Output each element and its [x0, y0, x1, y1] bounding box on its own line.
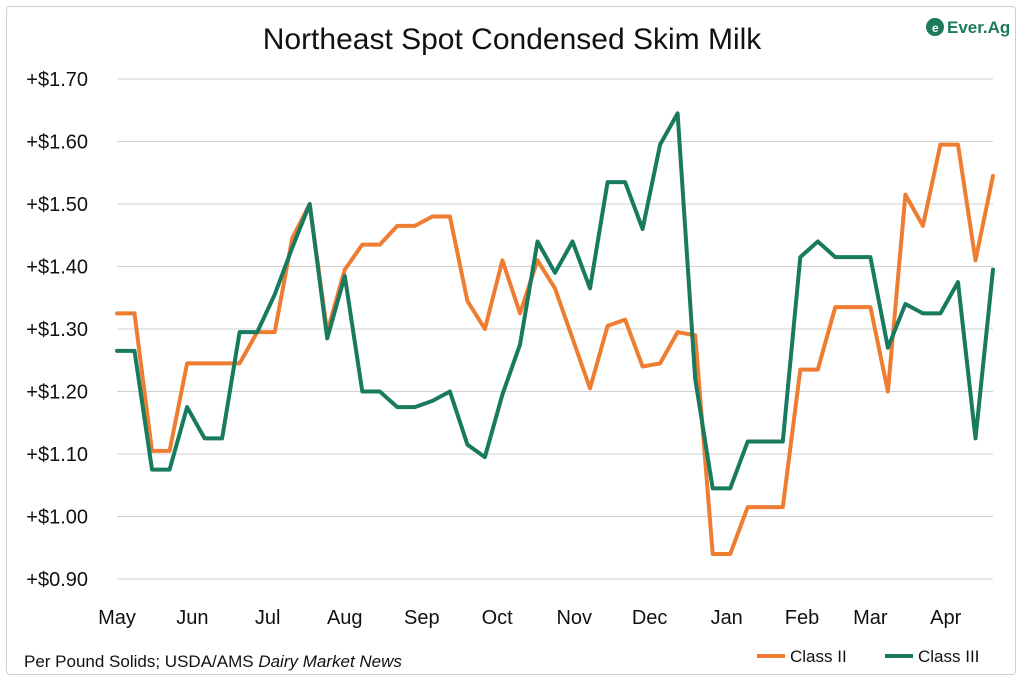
- x-tick-label: Nov: [556, 607, 592, 629]
- y-tick-label: +$1.50: [26, 194, 88, 216]
- x-tick-label: Jun: [176, 607, 208, 629]
- footnote: Per Pound Solids; USDA/AMS Dairy Market …: [24, 652, 402, 671]
- chart-title: Northeast Spot Condensed Skim Milk: [263, 23, 763, 56]
- y-tick-label: +$1.40: [26, 257, 88, 279]
- chart-frame: [6, 6, 1016, 675]
- x-tick-label: Dec: [632, 607, 668, 629]
- x-axis-ticks: May Jun Jul Aug Sep Oct Nov Dec Jan Feb Mar Apr: [98, 607, 961, 629]
- logo-mark-glyph: e: [932, 21, 939, 35]
- y-tick-label: +$1.00: [26, 507, 88, 529]
- y-tick-label: +$1.30: [26, 319, 88, 341]
- series-line-class-iii: [115, 111, 995, 491]
- y-tick-label: +$0.90: [26, 569, 88, 591]
- x-tick-label: Mar: [853, 607, 888, 629]
- legend: Class II Class III: [757, 647, 979, 666]
- gridlines: [117, 78, 993, 580]
- legend-label: Class III: [918, 647, 979, 666]
- logo-mark-icon: [926, 18, 944, 36]
- x-tick-label: Oct: [482, 607, 514, 629]
- y-axis-ticks: +$1.70 +$1.60 +$1.50 +$1.40 +$1.30 +$1.20 +$1.…: [26, 69, 88, 591]
- footnote-source: Per Pound Solids; USDA/AMS: [24, 652, 258, 671]
- series-line-class-ii: [115, 142, 995, 556]
- x-tick-label: Aug: [327, 607, 363, 629]
- series-lines: [115, 111, 995, 556]
- x-tick-label: Apr: [930, 607, 961, 629]
- y-tick-label: +$1.10: [26, 444, 88, 466]
- logo-text: Ever.Ag: [947, 18, 1010, 37]
- legend-label: Class II: [790, 647, 847, 666]
- x-tick-label: Jan: [711, 607, 743, 629]
- y-tick-label: +$1.70: [26, 69, 88, 91]
- footnote-publication: Dairy Market News: [258, 652, 402, 671]
- x-tick-label: Sep: [404, 607, 440, 629]
- y-tick-label: +$1.20: [26, 382, 88, 404]
- x-tick-label: May: [98, 607, 136, 629]
- ever-ag-logo: e Ever.Ag: [926, 18, 1010, 37]
- x-tick-label: Feb: [785, 607, 819, 629]
- x-tick-label: Jul: [255, 607, 281, 629]
- y-tick-label: +$1.60: [26, 132, 88, 154]
